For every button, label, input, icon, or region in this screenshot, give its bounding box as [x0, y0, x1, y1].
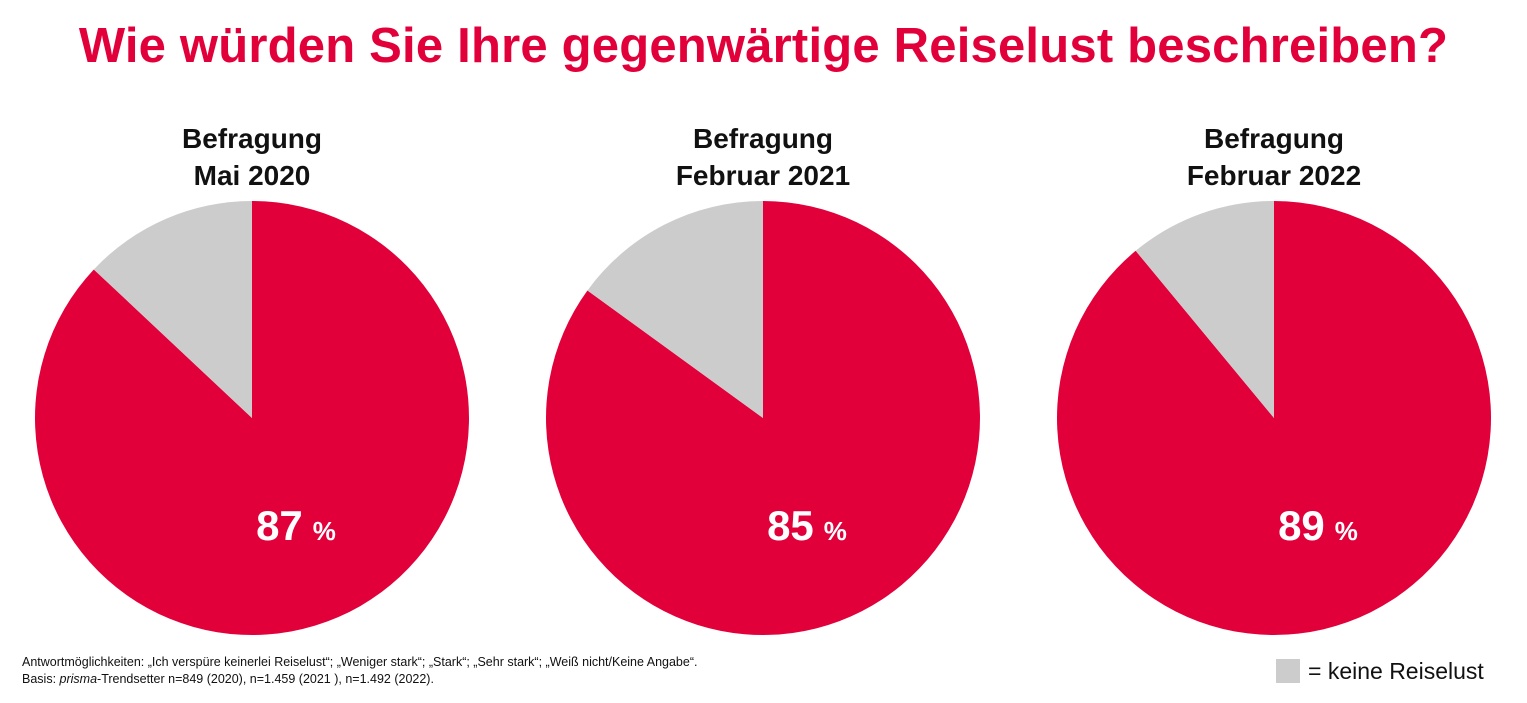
pie-data-label-value: 89 [1278, 502, 1325, 549]
pie-chart-2022: Befragung Februar 2022 89% [1044, 120, 1504, 645]
pie-chart-2021: Befragung Februar 2021 85% [533, 120, 993, 645]
pie-svg: 89% [1057, 201, 1491, 635]
pie-chart-title-line2: Mai 2020 [193, 160, 311, 191]
pie-chart-title-line2: Februar 2022 [1186, 160, 1362, 191]
chart-heading: Wie würden Sie Ihre gegenwärtige Reiselu… [78, 19, 1449, 73]
pie-slice-keine-reiselust [587, 201, 763, 418]
pie-chart-title: Befragung Mai 2020 [22, 120, 482, 194]
pie-chart-title-line1: Befragung [182, 123, 322, 154]
pie-data-label: 87% [256, 502, 336, 549]
pie-data-label: 85% [767, 502, 847, 549]
footnote: Antwortmöglichkeiten: „Ich verspüre kein… [22, 654, 697, 688]
pie-data-label-value: 87 [256, 502, 303, 549]
pie-chart-title-line1: Befragung [1204, 123, 1344, 154]
pie-svg: 87% [34, 201, 470, 635]
pie-chart-title-line2: Februar 2021 [675, 160, 851, 191]
pie-data-label-unit: % [824, 516, 847, 546]
footnote-basis-italic: prisma [59, 672, 98, 686]
legend-swatch-grey [1276, 659, 1300, 683]
pie-data-label-value: 85 [767, 502, 814, 549]
pie-chart-title: Befragung Februar 2022 [1044, 120, 1504, 194]
pie-data-label-unit: % [313, 516, 336, 546]
pie-slice-keine-reiselust [93, 201, 252, 418]
footnote-basis-prefix: Basis: [22, 672, 60, 686]
pie-chart-2020: Befragung Mai 2020 87% [22, 120, 482, 645]
pie-slice-keine-reiselust [1135, 201, 1274, 418]
pie-data-label: 89% [1278, 502, 1358, 549]
footnote-basis-rest: -Trendsetter n=849 (2020), n=1.459 (2021… [97, 672, 434, 686]
legend: = keine Reiselust [1276, 657, 1484, 685]
footnote-answer-options: Antwortmöglichkeiten: „Ich verspüre kein… [22, 655, 698, 669]
legend-label: = keine Reiselust [1308, 657, 1484, 684]
pie-chart-title-line1: Befragung [693, 123, 833, 154]
pie-chart-title: Befragung Februar 2021 [533, 120, 993, 194]
footnote-basis: Basis: prisma-Trendsetter n=849 (2020), … [22, 671, 697, 688]
pie-data-label-unit: % [1335, 516, 1358, 546]
pie-svg: 85% [546, 201, 980, 635]
